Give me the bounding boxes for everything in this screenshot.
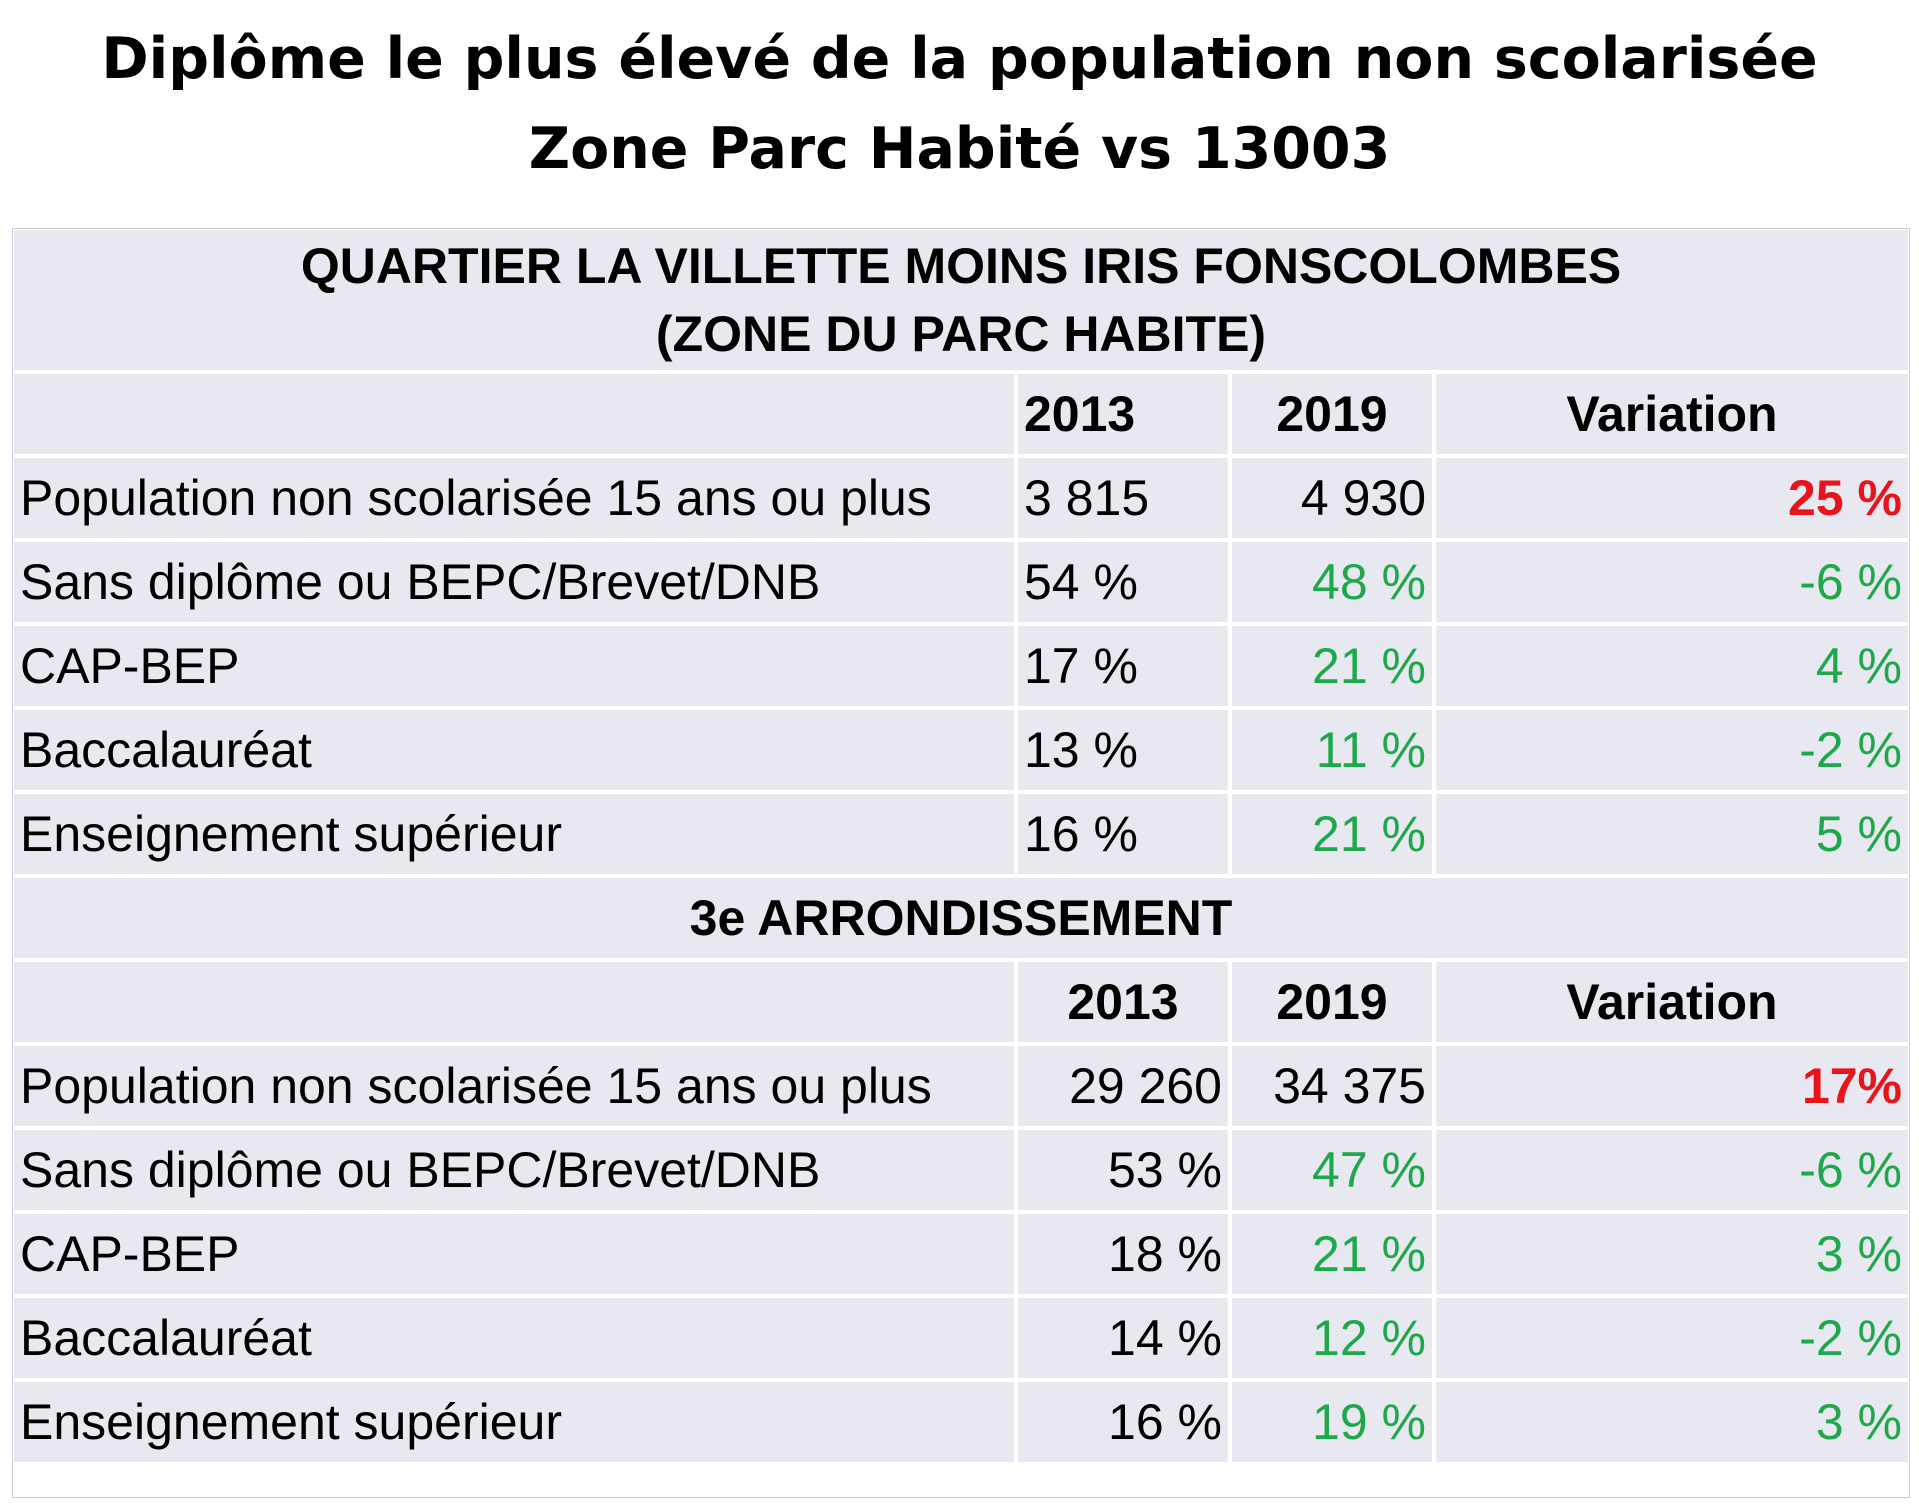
cell-2019: 48 % [1232,542,1432,622]
cell-variation: 3 % [1436,1214,1909,1294]
header-cell-label [14,374,1014,454]
header-row: 2013 2019 Variation [14,962,1909,1042]
header-cell-2019: 2019 [1232,962,1432,1042]
row-label: CAP-BEP [14,1214,1014,1294]
table-row: Baccalauréat 14 % 12 % -2 % [14,1298,1909,1378]
row-label: Sans diplôme ou BEPC/Brevet/DNB [14,1130,1014,1210]
row-label: Enseignement supérieur [14,794,1014,874]
row-label: Baccalauréat [14,710,1014,790]
section-title-line2: (ZONE DU PARC HABITE) [655,306,1267,362]
chart-title-block: Diplôme le plus élevé de la population n… [0,14,1919,194]
cell-2013: 17 % [1018,626,1228,706]
cell-2019: 21 % [1232,1214,1432,1294]
section-title-row: QUARTIER LA VILLETTE MOINS IRIS FONSCOLO… [14,230,1909,370]
section-title-row: 3e ARRONDISSEMENT [14,878,1909,958]
table-row: CAP-BEP 18 % 21 % 3 % [14,1214,1909,1294]
header-cell-2013: 2013 [1018,374,1228,454]
cell-2013: 18 % [1018,1214,1228,1294]
cell-2013: 16 % [1018,1382,1228,1462]
header-cell-2013: 2013 [1018,962,1228,1042]
table-row: Enseignement supérieur 16 % 19 % 3 % [14,1382,1909,1462]
cell-2013: 14 % [1018,1298,1228,1378]
table-row: Sans diplôme ou BEPC/Brevet/DNB 53 % 47 … [14,1130,1909,1210]
cell-variation: 5 % [1436,794,1909,874]
cell-2019: 47 % [1232,1130,1432,1210]
cell-variation: -2 % [1436,710,1909,790]
header-cell-variation: Variation [1436,962,1909,1042]
data-table: QUARTIER LA VILLETTE MOINS IRIS FONSCOLO… [10,226,1912,1466]
section-title: 3e ARRONDISSEMENT [14,878,1909,958]
header-cell-2019: 2019 [1232,374,1432,454]
cell-2013: 16 % [1018,794,1228,874]
cell-2019: 12 % [1232,1298,1432,1378]
cell-2013: 3 815 [1018,458,1228,538]
cell-variation: -2 % [1436,1298,1909,1378]
cell-2013: 13 % [1018,710,1228,790]
cell-2019: 11 % [1232,710,1432,790]
row-label: CAP-BEP [14,626,1014,706]
cell-variation: 25 % [1436,458,1909,538]
section-title-line1: QUARTIER LA VILLETTE MOINS IRIS FONSCOLO… [300,238,1622,294]
row-label: Baccalauréat [14,1298,1014,1378]
table-row: Population non scolarisée 15 ans ou plus… [14,458,1909,538]
table-row: Population non scolarisée 15 ans ou plus… [14,1046,1909,1126]
cell-variation: 3 % [1436,1382,1909,1462]
cell-variation: 4 % [1436,626,1909,706]
row-label: Population non scolarisée 15 ans ou plus [14,458,1014,538]
row-label: Population non scolarisée 15 ans ou plus [14,1046,1014,1126]
cell-2013: 54 % [1018,542,1228,622]
section-title: QUARTIER LA VILLETTE MOINS IRIS FONSCOLO… [14,230,1909,370]
row-label: Enseignement supérieur [14,1382,1014,1462]
row-label: Sans diplôme ou BEPC/Brevet/DNB [14,542,1014,622]
cell-2019: 34 375 [1232,1046,1432,1126]
table-row: Enseignement supérieur 16 % 21 % 5 % [14,794,1909,874]
header-cell-label [14,962,1014,1042]
cell-2013: 53 % [1018,1130,1228,1210]
header-cell-variation: Variation [1436,374,1909,454]
cell-2019: 19 % [1232,1382,1432,1462]
cell-variation: 17% [1436,1046,1909,1126]
table-row: Baccalauréat 13 % 11 % -2 % [14,710,1909,790]
table-row: CAP-BEP 17 % 21 % 4 % [14,626,1909,706]
chart-title: Diplôme le plus élevé de la population n… [101,26,1818,92]
cell-2019: 4 930 [1232,458,1432,538]
cell-variation: -6 % [1436,1130,1909,1210]
table-row: Sans diplôme ou BEPC/Brevet/DNB 54 % 48 … [14,542,1909,622]
header-row: 2013 2019 Variation [14,374,1909,454]
cell-variation: -6 % [1436,542,1909,622]
chart-subtitle: Zone Parc Habité vs 13003 [528,116,1391,182]
cell-2013: 29 260 [1018,1046,1228,1126]
cell-2019: 21 % [1232,626,1432,706]
cell-2019: 21 % [1232,794,1432,874]
